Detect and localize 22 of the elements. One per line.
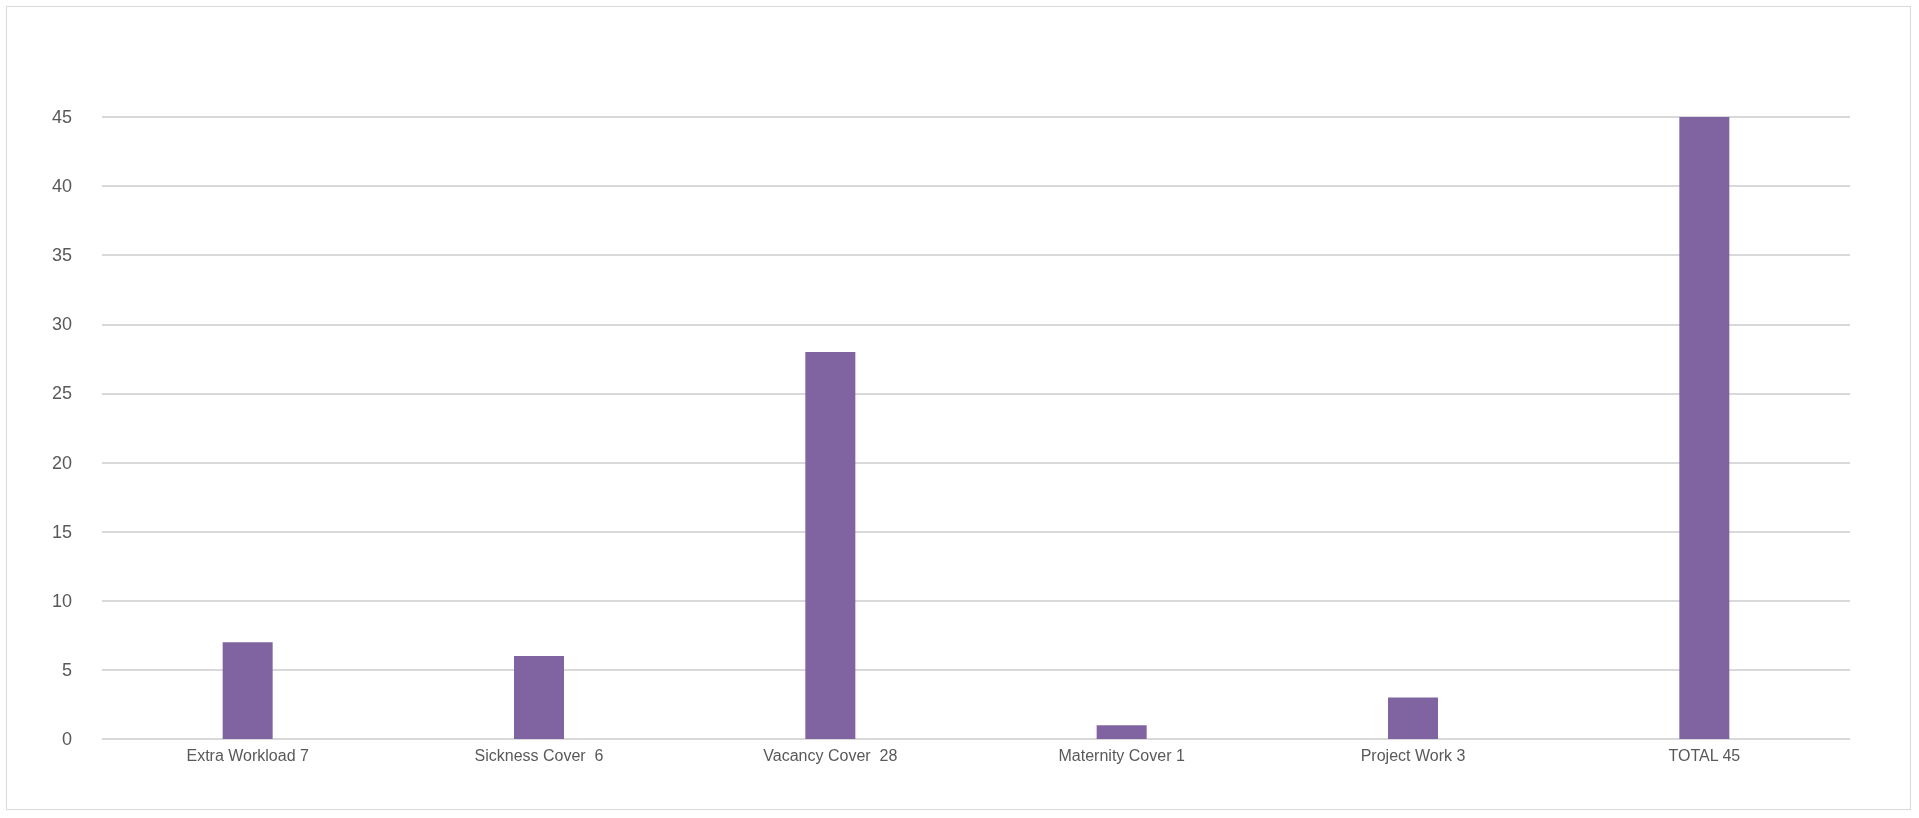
y-tick-label: 40 [51, 176, 72, 197]
bar [1679, 117, 1730, 739]
y-tick-label: 45 [51, 107, 72, 127]
y-tick-label: 25 [51, 383, 72, 404]
y-tick-label: 15 [51, 521, 72, 542]
x-tick-label: TOTAL 45 [1668, 746, 1741, 764]
bar [805, 351, 856, 739]
bar [1096, 725, 1147, 739]
y-tick-label: 10 [51, 590, 72, 611]
bar [222, 642, 273, 739]
x-tick-label: Extra Workload 7 [186, 746, 309, 764]
y-tick-label: 20 [51, 452, 72, 473]
y-tick-label: 35 [51, 245, 72, 266]
bar [1388, 697, 1438, 739]
y-tick-label: 5 [61, 659, 72, 680]
x-tick-label: Sickness Cover 6 [474, 746, 604, 764]
y-tick-label: 0 [61, 729, 72, 749]
y-tick-label: 30 [51, 314, 72, 335]
x-tick-label: Project Work 3 [1360, 746, 1466, 764]
x-tick-label: Maternity Cover 1 [1058, 746, 1185, 764]
bar [514, 656, 564, 739]
x-tick-label: Vacancy Cover 28 [763, 746, 898, 764]
